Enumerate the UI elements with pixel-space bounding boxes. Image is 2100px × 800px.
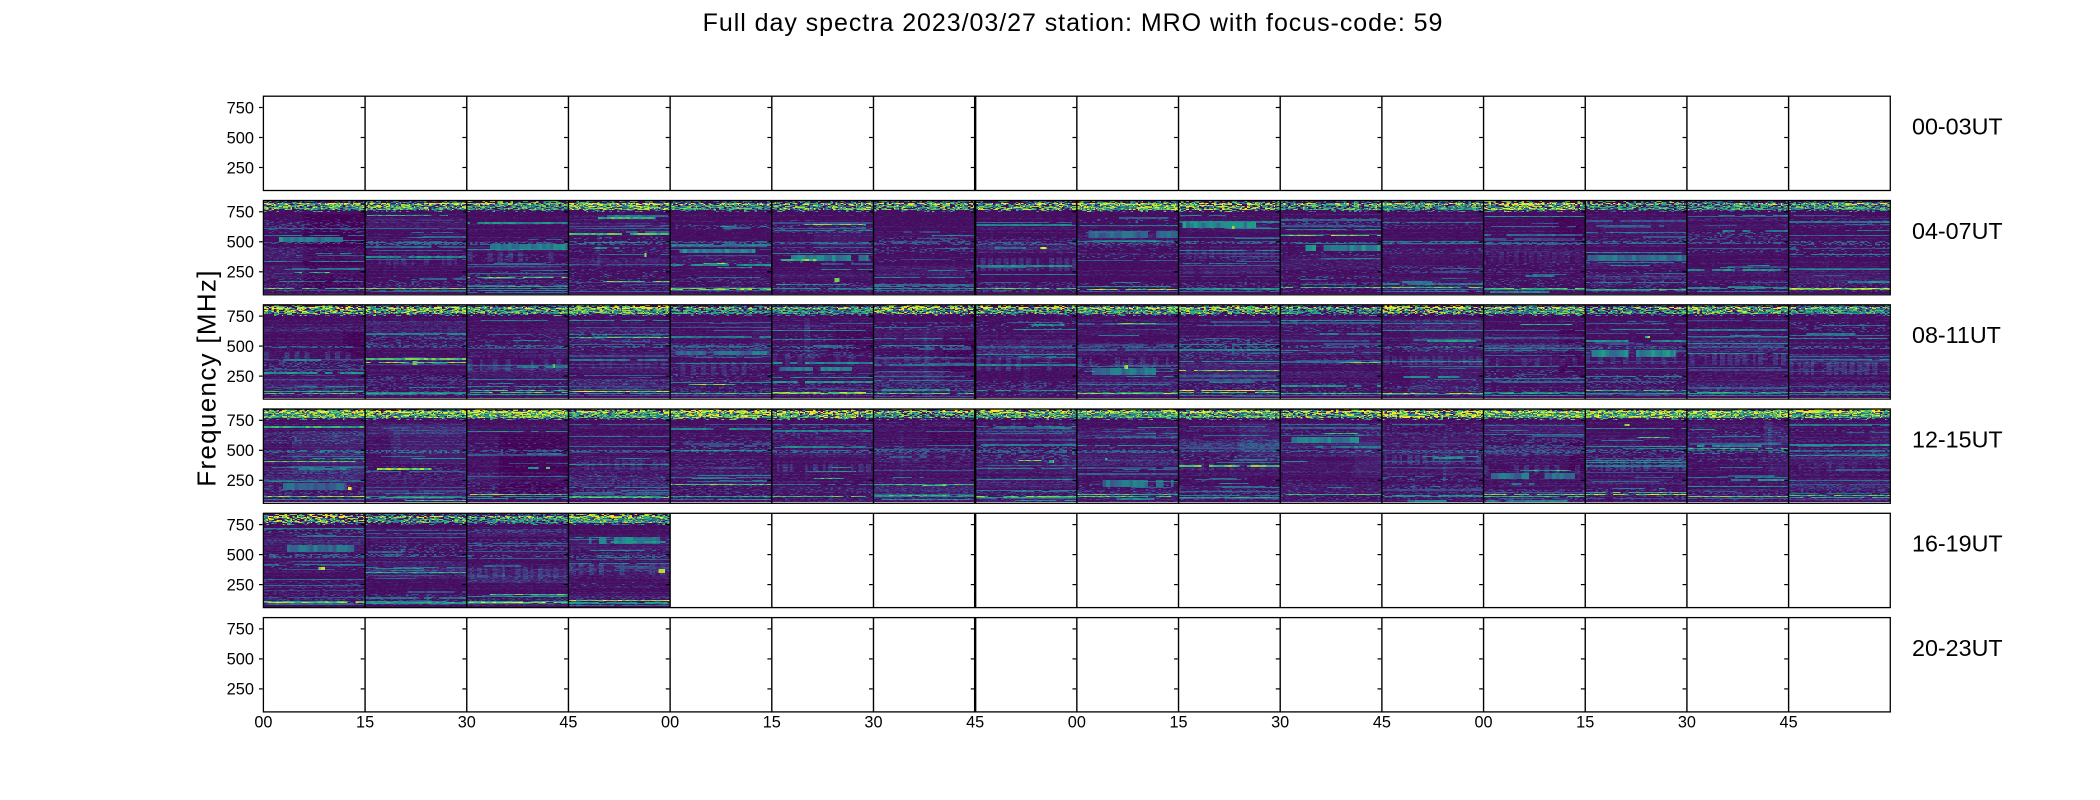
svg-text:00: 00	[254, 714, 272, 732]
svg-text:12-15UT: 12-15UT	[1912, 426, 2003, 452]
svg-text:30: 30	[458, 714, 476, 732]
svg-text:750: 750	[227, 204, 254, 222]
svg-text:250: 250	[227, 576, 254, 594]
svg-text:Frequency [MHz]: Frequency [MHz]	[192, 269, 222, 486]
svg-text:30: 30	[1271, 714, 1289, 732]
svg-text:250: 250	[227, 368, 254, 386]
svg-text:15: 15	[763, 714, 781, 732]
svg-text:15: 15	[356, 714, 374, 732]
svg-text:500: 500	[227, 442, 254, 460]
svg-text:750: 750	[227, 516, 254, 534]
svg-text:00: 00	[661, 714, 679, 732]
svg-text:45: 45	[1780, 714, 1798, 732]
svg-text:45: 45	[966, 714, 984, 732]
svg-text:250: 250	[227, 264, 254, 282]
svg-text:20-23UT: 20-23UT	[1912, 635, 2003, 661]
svg-text:750: 750	[227, 621, 254, 639]
svg-text:250: 250	[227, 472, 254, 490]
svg-text:Full day spectra 2023/03/27 st: Full day spectra 2023/03/27 station: MRO…	[703, 9, 1444, 37]
svg-text:500: 500	[227, 651, 254, 669]
svg-text:500: 500	[227, 338, 254, 356]
svg-text:250: 250	[227, 159, 254, 177]
svg-text:08-11UT: 08-11UT	[1912, 322, 2001, 348]
svg-text:15: 15	[1169, 714, 1187, 732]
svg-text:500: 500	[227, 234, 254, 252]
svg-text:750: 750	[227, 308, 254, 326]
svg-text:00: 00	[1474, 714, 1492, 732]
svg-text:15: 15	[1576, 714, 1594, 732]
svg-text:16-19UT: 16-19UT	[1912, 531, 2003, 557]
svg-text:750: 750	[227, 412, 254, 430]
svg-text:45: 45	[559, 714, 577, 732]
svg-text:04-07UT: 04-07UT	[1912, 218, 2003, 244]
svg-text:250: 250	[227, 681, 254, 699]
svg-text:500: 500	[227, 129, 254, 147]
svg-text:750: 750	[227, 99, 254, 117]
svg-text:30: 30	[864, 714, 882, 732]
svg-text:500: 500	[227, 546, 254, 564]
svg-text:45: 45	[1373, 714, 1391, 732]
svg-text:30: 30	[1678, 714, 1696, 732]
svg-text:00-03UT: 00-03UT	[1912, 114, 2003, 140]
svg-text:00: 00	[1068, 714, 1086, 732]
